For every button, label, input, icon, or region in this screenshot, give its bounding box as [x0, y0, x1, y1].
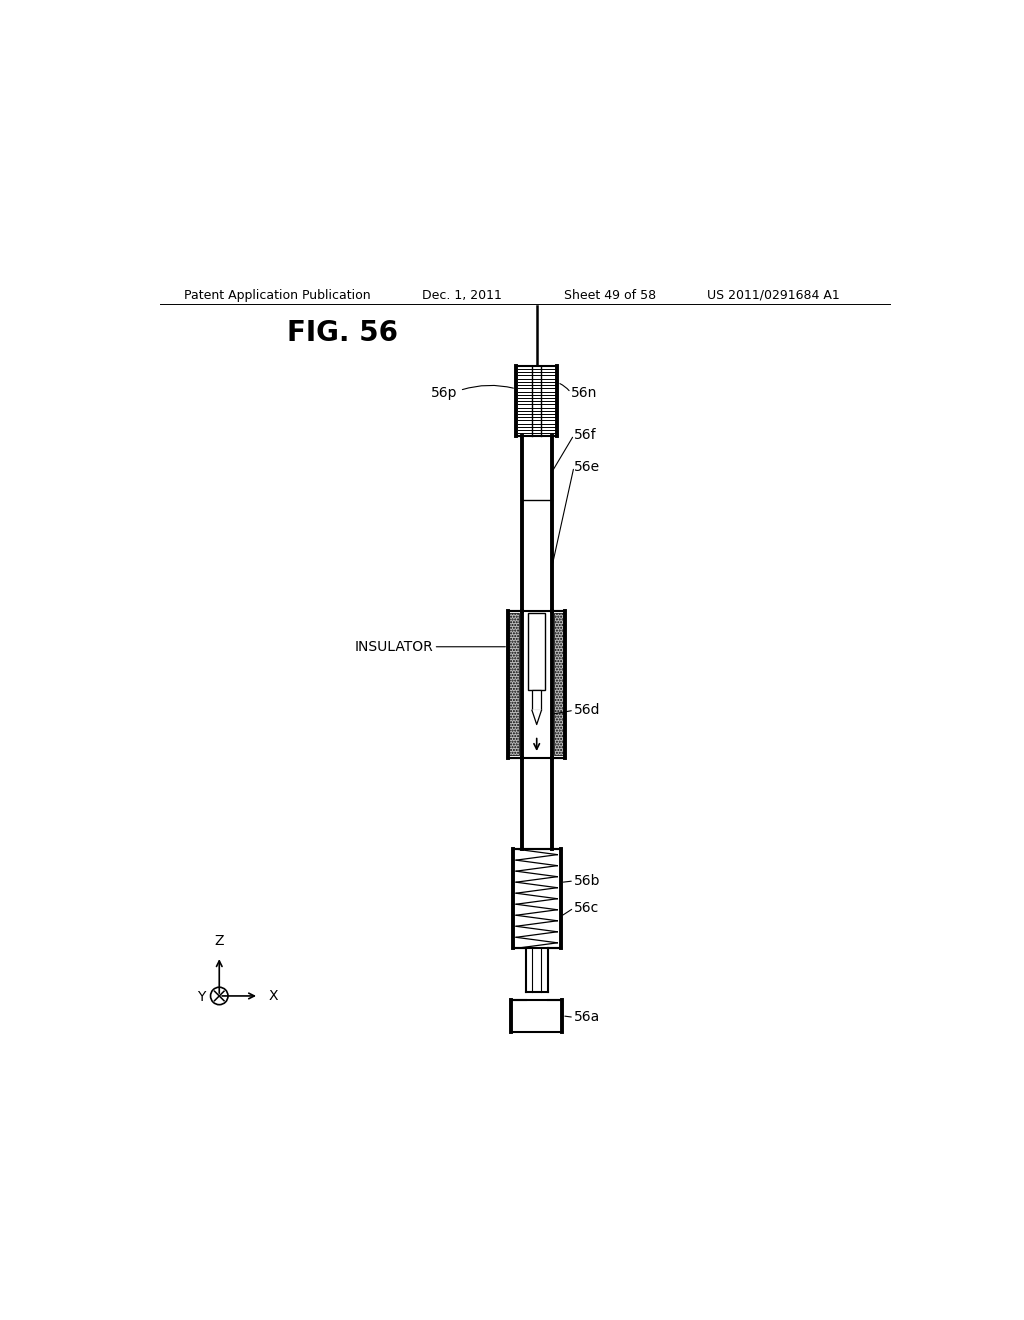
Text: Y: Y — [197, 990, 205, 1003]
Polygon shape — [531, 710, 542, 725]
Text: 56c: 56c — [574, 900, 599, 915]
Text: 56p: 56p — [431, 385, 458, 400]
Text: 56a: 56a — [574, 1010, 600, 1024]
Bar — [525, 948, 548, 991]
Text: INSULATOR: INSULATOR — [354, 640, 433, 653]
Bar — [521, 758, 552, 849]
Text: Patent Application Publication: Patent Application Publication — [183, 289, 371, 302]
Text: 56n: 56n — [570, 385, 597, 400]
Bar — [516, 366, 557, 437]
Bar — [511, 1001, 562, 1032]
Text: 56d: 56d — [574, 704, 600, 717]
Bar — [521, 437, 552, 611]
Text: Z: Z — [214, 935, 224, 948]
Text: 56b: 56b — [574, 874, 600, 888]
Bar — [554, 614, 564, 755]
Bar — [528, 612, 546, 690]
Text: X: X — [268, 989, 278, 1003]
Text: Dec. 1, 2011: Dec. 1, 2011 — [422, 289, 502, 302]
Bar — [509, 614, 519, 755]
Text: 56f: 56f — [574, 428, 597, 442]
Bar — [531, 690, 542, 710]
Text: US 2011/0291684 A1: US 2011/0291684 A1 — [708, 289, 840, 302]
Bar — [513, 849, 560, 948]
Text: Sheet 49 of 58: Sheet 49 of 58 — [564, 289, 656, 302]
Text: 56e: 56e — [574, 459, 600, 474]
Bar — [508, 611, 565, 758]
Text: FIG. 56: FIG. 56 — [287, 319, 397, 347]
